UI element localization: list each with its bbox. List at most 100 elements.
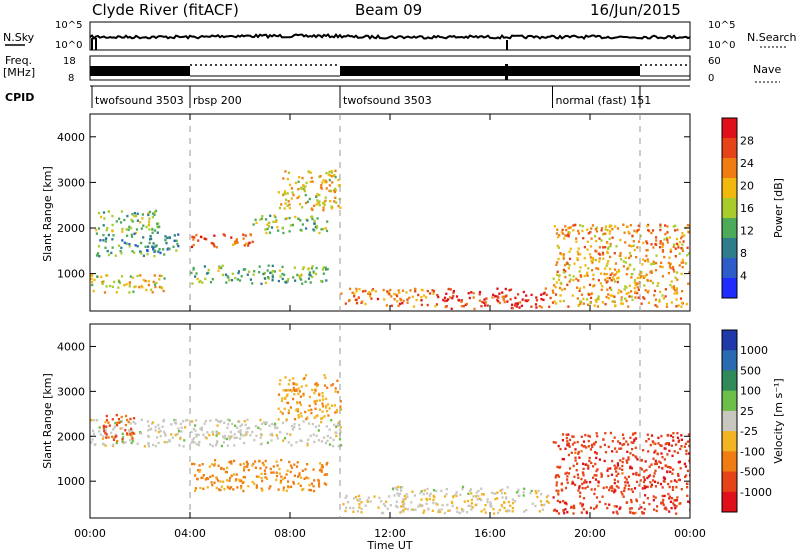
echo-cell bbox=[421, 504, 424, 507]
echo-cell bbox=[470, 508, 473, 511]
echo-cell bbox=[237, 430, 240, 433]
echo-cell bbox=[398, 302, 402, 306]
echo-cell bbox=[590, 292, 593, 296]
echo-cell bbox=[198, 440, 201, 444]
echo-cell bbox=[115, 413, 118, 417]
echo-cell bbox=[357, 296, 360, 299]
echo-cell bbox=[202, 474, 205, 477]
echo-cell bbox=[660, 444, 663, 448]
echo-cell bbox=[675, 480, 678, 483]
echo-cell bbox=[142, 236, 145, 239]
echo-cell bbox=[117, 418, 121, 421]
echo-cell bbox=[140, 227, 143, 230]
echo-cell bbox=[345, 494, 348, 498]
colorbar-frame bbox=[721, 117, 738, 299]
echo-cell bbox=[131, 250, 134, 253]
echo-cell bbox=[587, 303, 590, 306]
echo-cell bbox=[688, 444, 690, 448]
echo-cell bbox=[566, 511, 569, 514]
echo-cell bbox=[613, 268, 617, 271]
echo-cell bbox=[269, 433, 272, 436]
echo-cell bbox=[269, 485, 272, 488]
echo-cell bbox=[667, 271, 670, 275]
echo-cell bbox=[652, 442, 656, 445]
echo-cell bbox=[271, 276, 274, 279]
echo-cell bbox=[208, 433, 211, 437]
echo-cell bbox=[437, 295, 440, 299]
echo-cell bbox=[688, 459, 690, 462]
echo-cell bbox=[586, 240, 589, 243]
colorbar-label: Velocity [m s⁻¹] bbox=[772, 378, 785, 463]
echo-cell bbox=[301, 488, 304, 491]
echo-cell bbox=[478, 293, 481, 296]
echo-cell bbox=[240, 423, 243, 426]
echo-cell bbox=[307, 477, 310, 480]
y-tick-label: 3000 bbox=[57, 385, 85, 398]
echo-cell bbox=[311, 275, 314, 279]
echo-cell bbox=[133, 417, 136, 420]
echo-cell bbox=[361, 290, 365, 293]
echo-cell bbox=[303, 477, 306, 480]
echo-cell bbox=[158, 225, 161, 228]
echo-cell bbox=[675, 486, 678, 489]
echo-cell bbox=[242, 237, 245, 240]
echo-cell bbox=[306, 416, 309, 419]
echo-cell bbox=[611, 276, 614, 279]
echo-cell bbox=[245, 431, 248, 434]
echo-cell bbox=[686, 469, 689, 473]
echo-cell bbox=[333, 404, 336, 407]
echo-cell bbox=[260, 487, 263, 490]
echo-cell bbox=[420, 303, 423, 307]
echo-cell bbox=[312, 468, 315, 471]
echo-cell bbox=[219, 467, 223, 470]
echo-cell bbox=[450, 307, 453, 310]
echo-cell bbox=[260, 476, 263, 480]
echo-cell bbox=[213, 481, 216, 484]
echo-cell bbox=[565, 471, 568, 475]
echo-cell bbox=[130, 441, 133, 445]
echo-cell bbox=[285, 473, 288, 476]
echo-cell bbox=[139, 274, 142, 277]
echo-cell bbox=[614, 280, 617, 283]
echo-cell bbox=[634, 296, 637, 299]
echo-cell bbox=[158, 427, 161, 430]
echo-cell bbox=[334, 411, 337, 414]
echo-cell bbox=[608, 276, 611, 280]
echo-cell bbox=[615, 450, 618, 453]
echo-cell bbox=[328, 407, 331, 410]
echo-cell bbox=[644, 275, 647, 278]
echo-cell bbox=[583, 274, 586, 278]
echo-cell bbox=[589, 245, 593, 248]
echo-cell bbox=[443, 296, 447, 299]
echo-cell bbox=[573, 262, 576, 265]
echo-cell bbox=[551, 301, 555, 304]
echo-cell bbox=[312, 433, 315, 436]
echo-cell bbox=[325, 425, 328, 428]
echo-cell bbox=[587, 464, 590, 467]
echo-cell bbox=[636, 458, 639, 461]
echo-cell bbox=[268, 221, 271, 225]
echo-cell bbox=[134, 285, 137, 288]
echo-cell bbox=[320, 417, 323, 420]
echo-cell bbox=[673, 479, 676, 482]
echo-cell bbox=[311, 217, 314, 221]
echo-cell bbox=[499, 489, 502, 492]
echo-cell bbox=[153, 245, 157, 248]
echo-cell bbox=[635, 499, 638, 503]
echo-cell bbox=[127, 420, 130, 424]
echo-cell bbox=[653, 294, 656, 297]
echo-cell bbox=[574, 459, 577, 462]
echo-cell bbox=[460, 508, 464, 511]
date-title: 16/Jun/2015 bbox=[590, 1, 681, 19]
echo-cell bbox=[324, 266, 327, 269]
echo-cell bbox=[274, 426, 277, 430]
echo-cell bbox=[444, 305, 447, 309]
echo-cell bbox=[432, 498, 435, 502]
echo-cell bbox=[685, 302, 688, 306]
echo-cell bbox=[505, 509, 508, 513]
echo-cell bbox=[147, 442, 150, 445]
echo-cell bbox=[640, 468, 643, 471]
echo-cell bbox=[644, 289, 647, 292]
echo-cell bbox=[369, 500, 372, 503]
echo-cell bbox=[152, 280, 155, 284]
